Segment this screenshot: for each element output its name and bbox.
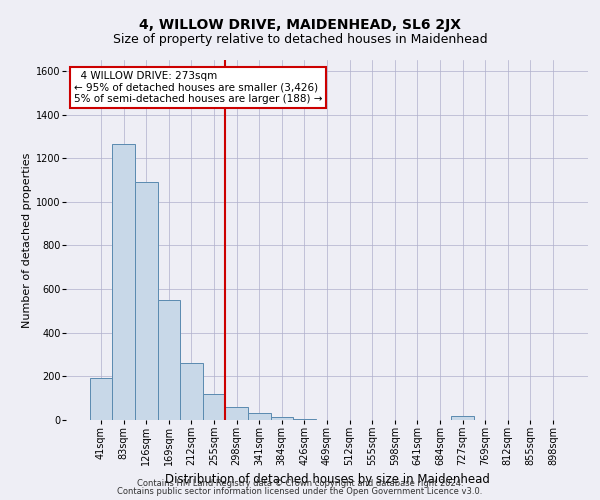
Bar bbox=[248, 414, 271, 420]
Bar bbox=[158, 300, 180, 420]
Bar bbox=[90, 378, 112, 420]
Bar bbox=[226, 407, 248, 420]
Bar bbox=[203, 394, 226, 420]
Y-axis label: Number of detached properties: Number of detached properties bbox=[22, 152, 32, 328]
Bar bbox=[112, 144, 135, 420]
X-axis label: Distribution of detached houses by size in Maidenhead: Distribution of detached houses by size … bbox=[164, 474, 490, 486]
Text: Size of property relative to detached houses in Maidenhead: Size of property relative to detached ho… bbox=[113, 32, 487, 46]
Text: Contains HM Land Registry data © Crown copyright and database right 2024.: Contains HM Land Registry data © Crown c… bbox=[137, 478, 463, 488]
Text: Contains public sector information licensed under the Open Government Licence v3: Contains public sector information licen… bbox=[118, 488, 482, 496]
Bar bbox=[451, 416, 474, 420]
Text: 4, WILLOW DRIVE, MAIDENHEAD, SL6 2JX: 4, WILLOW DRIVE, MAIDENHEAD, SL6 2JX bbox=[139, 18, 461, 32]
Bar bbox=[135, 182, 158, 420]
Text: 4 WILLOW DRIVE: 273sqm
← 95% of detached houses are smaller (3,426)
5% of semi-d: 4 WILLOW DRIVE: 273sqm ← 95% of detached… bbox=[74, 71, 322, 104]
Bar bbox=[180, 364, 203, 420]
Bar bbox=[271, 416, 293, 420]
